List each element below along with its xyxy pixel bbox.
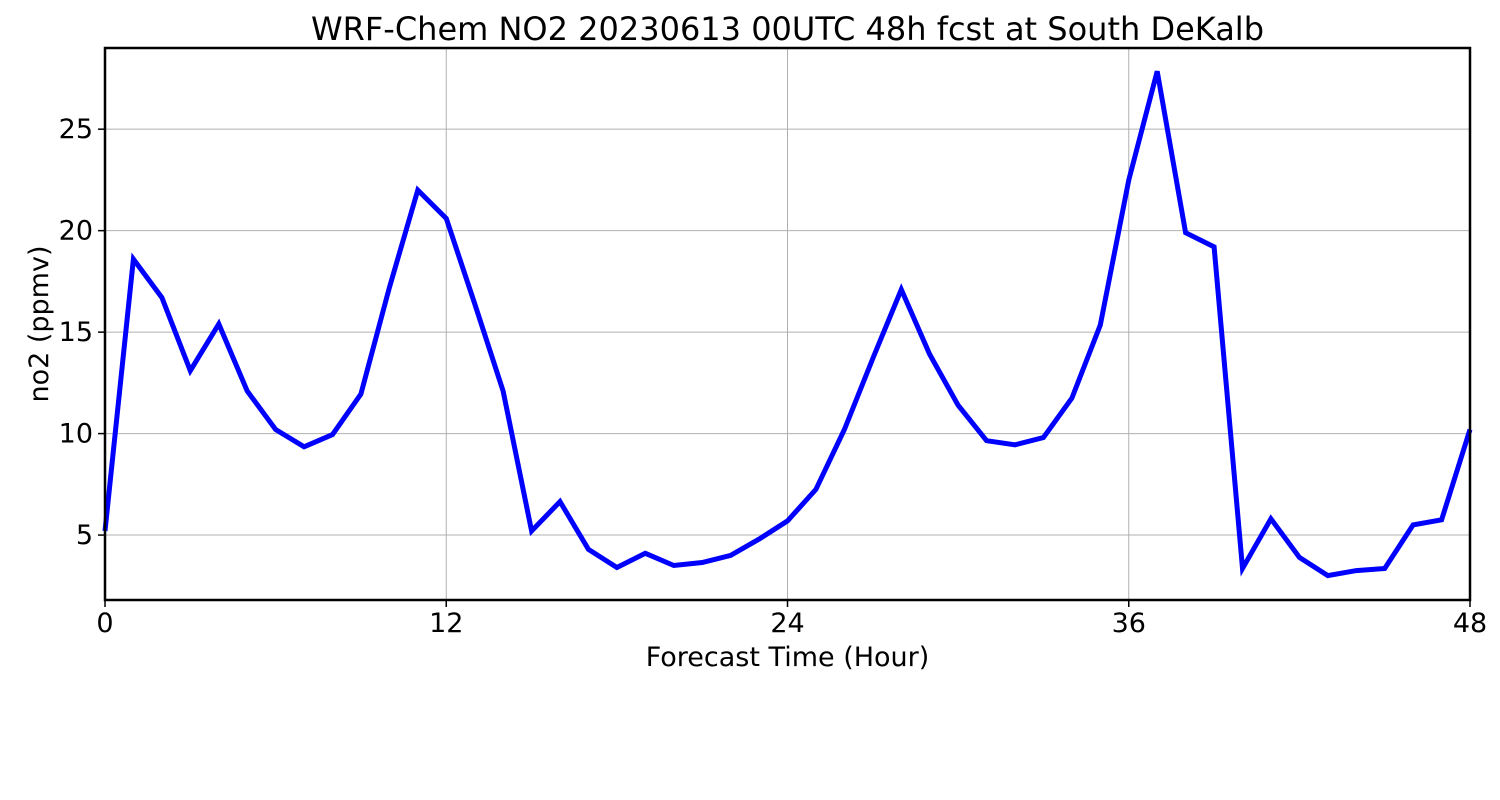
no2-series-line xyxy=(102,70,1473,579)
y-axis-label: no2 (ppmv) xyxy=(24,245,55,402)
plot-frame xyxy=(103,46,1472,602)
y-tick-label: 15 xyxy=(59,317,93,348)
x-tick-label: 24 xyxy=(770,608,804,639)
x-tick-label: 12 xyxy=(429,608,463,639)
chart-title: WRF-Chem NO2 20230613 00UTC 48h fcst at … xyxy=(311,10,1264,48)
x-tick-label: 0 xyxy=(96,608,113,639)
y-tick-label: 5 xyxy=(76,520,93,551)
x-axis-label: Forecast Time (Hour) xyxy=(646,642,930,673)
x-tick-label: 48 xyxy=(1453,608,1487,639)
x-tick-label: 36 xyxy=(1112,608,1146,639)
y-tick-label: 10 xyxy=(59,419,93,450)
axis-ticks: 0 12 24 36 48 5 10 15 20 25 xyxy=(59,114,1488,639)
y-tick-label: 25 xyxy=(59,114,93,145)
y-tick-label: 20 xyxy=(59,216,93,247)
series-lines xyxy=(102,70,1473,579)
